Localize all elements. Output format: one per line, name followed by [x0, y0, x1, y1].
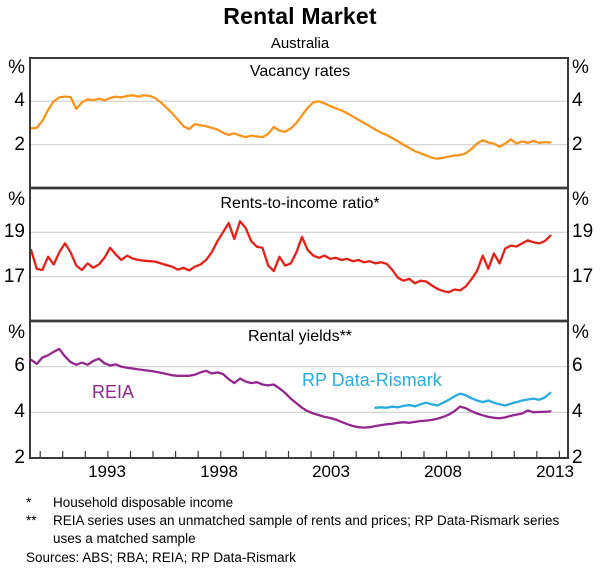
panel3-unit-left: %: [8, 322, 25, 343]
x-tick-label-2008: 2008: [424, 462, 462, 481]
panel3-title: Rental yields**: [247, 328, 353, 345]
panel3-ylabel-2-left: 2: [14, 447, 25, 468]
panel1-ylabel-4-left: 4: [14, 90, 25, 111]
reia-yield-line: [29, 347, 552, 429]
footnote1-marker: *: [26, 495, 32, 510]
chart-frame: [29, 57, 569, 459]
panel1-title: Vacancy rates: [249, 63, 351, 80]
panel1-unit-left: %: [8, 57, 25, 78]
page-title: Rental Market: [223, 3, 377, 29]
panel2-ylabel-19-right: 19: [572, 221, 594, 242]
rp-data-rismark-series-label: RP Data-Rismark: [302, 370, 442, 390]
panel2-ylabel-19-left: 19: [3, 221, 25, 242]
panel2-title: Rents-to-income ratio*: [220, 195, 380, 212]
footnote2-text: REIA series uses an unmatched sample of …: [53, 513, 560, 546]
panel1-ylabel-2-left: 2: [14, 134, 25, 155]
panel3-ylabel-2-right: 2: [572, 447, 583, 468]
panel2-ylabel-17-left: 17: [3, 266, 25, 287]
x-tick-label-2003: 2003: [312, 462, 350, 481]
panel3-unit-right: %: [572, 322, 589, 343]
footnote1-text: Household disposable income: [53, 495, 234, 510]
panel1-ylabel-4-right: 4: [572, 90, 583, 111]
x-tick-label-1993: 1993: [88, 462, 126, 481]
panel3-ylabel-4-right: 4: [572, 401, 583, 422]
page-subtitle: Australia: [270, 35, 330, 52]
sources-line: Sources: ABS; RBA; REIA; RP Data-Rismark: [26, 550, 296, 565]
x-tick-label-2013: 2013: [536, 462, 574, 481]
panel3-ylabel-4-left: 4: [14, 401, 25, 422]
panel1-unit-right: %: [572, 57, 589, 78]
panel1-ylabel-2-right: 2: [572, 134, 583, 155]
footnote2-marker: **: [26, 513, 37, 528]
rents-to-income-line: [29, 220, 552, 294]
panel1-gridlines: [30, 100, 568, 146]
reia-series-label: REIA: [92, 382, 135, 402]
panel2-ylabel-17-right: 17: [572, 266, 594, 287]
panel3-ylabel-6-left: 6: [14, 355, 25, 376]
vacancy-rates-line: [29, 94, 552, 160]
panel3-ylabel-6-right: 6: [572, 355, 583, 376]
x-axis-ticks: [39, 451, 561, 458]
panel2-gridlines: [30, 231, 568, 278]
panel2-unit-left: %: [8, 189, 25, 210]
panel2-unit-right: %: [572, 189, 589, 210]
rp-data-rismark-yield-line: [374, 391, 552, 409]
x-tick-label-1998: 1998: [200, 462, 238, 481]
